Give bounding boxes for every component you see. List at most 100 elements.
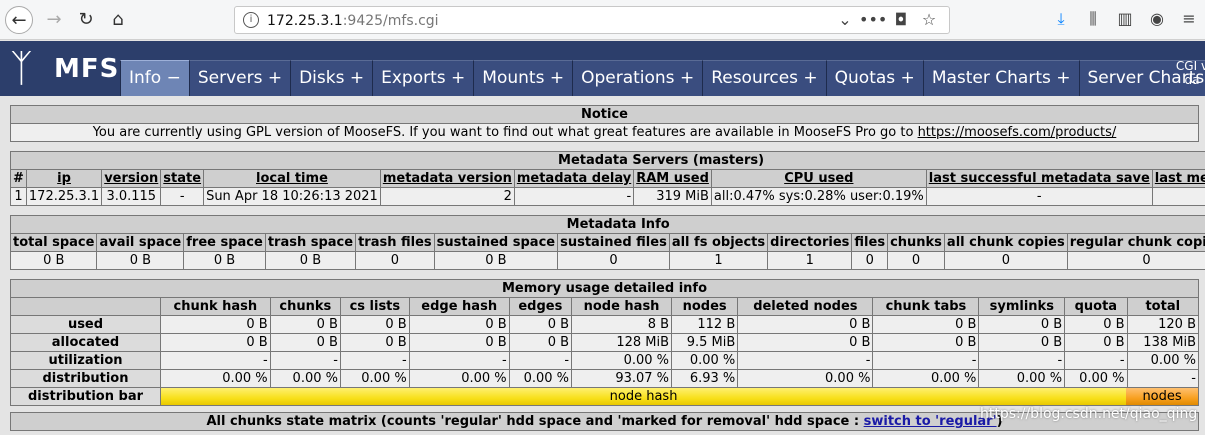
memory-header: total <box>1126 297 1200 316</box>
memory-cell: 0 B <box>1064 333 1128 352</box>
metadata-servers-table: Metadata Servers (masters) # ip version sta… <box>10 151 1205 206</box>
memory-cell: - <box>339 351 410 370</box>
metadata-info-header: trash space <box>264 233 357 252</box>
menu-item-info[interactable]: Info − <box>120 60 189 96</box>
metadata-info-header: all fs objects <box>668 233 769 252</box>
home-icon[interactable]: ⌂ <box>112 9 124 30</box>
memory-cell: 6.93 % <box>671 369 739 388</box>
download-icon[interactable]: ⤓ <box>1057 9 1065 28</box>
browser-toolbar: ← → ↻ ⌂ i 172.25.3.1:9425/mfs.cgi ⌄ ••• ◘ ☆… <box>0 0 1205 40</box>
metadata-info-cell: 0 B <box>433 251 559 270</box>
metadata-info-header: avail space <box>96 233 185 252</box>
memory-cell: 0.00 % <box>1126 351 1200 370</box>
memory-header: chunk hash <box>160 297 271 316</box>
metadata-info-header: sustained space <box>433 233 559 252</box>
switch-to-regular-link[interactable]: switch to 'regular' <box>863 414 997 429</box>
chunks-matrix-table: All chunks state matrix (counts 'regular… <box>10 412 1199 431</box>
memory-cell: 0.00 % <box>978 369 1066 388</box>
memory-cell: 0 B <box>160 315 271 334</box>
account-icon[interactable]: ◉ <box>1150 9 1164 28</box>
masters-cell: - <box>925 187 1153 206</box>
masters-header[interactable]: last metadata save d <box>1151 169 1205 188</box>
memory-cell: - <box>978 351 1066 370</box>
memory-row-distribution: distribution 0.00 % 0.00 % 0.00 % 0.00 % 0.00… <box>10 369 1200 388</box>
memory-row-label: distribution bar <box>10 387 161 406</box>
bookmark-star-icon[interactable]: ☆ <box>921 10 937 29</box>
moose-icon: ᛉ <box>10 46 33 90</box>
memory-cell: 112 B <box>671 315 739 334</box>
forward-arrow-icon[interactable]: → <box>46 9 62 30</box>
memory-cell: 138 MiB <box>1126 333 1200 352</box>
masters-header[interactable]: RAM used <box>633 169 712 188</box>
menu-item-server-charts[interactable]: Server Charts + <box>1078 60 1205 96</box>
menu-item-mounts[interactable]: Mounts + <box>473 60 573 96</box>
memory-cell: 0.00 % <box>671 351 739 370</box>
memory-cell: - <box>1126 369 1200 388</box>
metadata-info-cell: 0 B <box>96 251 185 270</box>
masters-cell: 1 <box>10 187 27 206</box>
hamburger-menu-icon[interactable]: ≡ <box>1182 9 1196 28</box>
distribution-bar: node hash nodes <box>160 387 1199 406</box>
masters-header[interactable]: CPU used <box>710 169 927 188</box>
pocket-icon[interactable]: ◘ <box>894 10 908 29</box>
masters-header[interactable]: state <box>160 169 205 188</box>
memory-cell: - <box>872 351 980 370</box>
reload-icon[interactable]: ↻ <box>78 9 94 30</box>
masters-header[interactable]: last successful metadata save <box>925 169 1153 188</box>
memory-cell: 0.00 % <box>872 369 980 388</box>
memory-cell: 0 B <box>408 333 510 352</box>
metadata-info-header: directories <box>767 233 853 252</box>
library-icon[interactable]: ⫼ <box>1089 9 1097 28</box>
masters-header[interactable]: metadata version <box>379 169 515 188</box>
menu-item-servers[interactable]: Servers + <box>188 60 291 96</box>
memory-cell: 0 B <box>269 333 341 352</box>
menu-item-exports[interactable]: Exports + <box>372 60 474 96</box>
memory-cell: 0.00 % <box>160 369 271 388</box>
masters-header[interactable]: metadata delay <box>513 169 635 188</box>
memory-cell: - <box>269 351 341 370</box>
memory-row-label: utilization <box>10 351 161 370</box>
info-icon[interactable]: i <box>243 12 259 28</box>
menu-item-master-charts[interactable]: Master Charts + <box>922 60 1079 96</box>
sidebar-icon[interactable]: ▥ <box>1117 9 1133 28</box>
menu-item-quotas[interactable]: Quotas + <box>825 60 923 96</box>
masters-cell: 3.0.115 <box>101 187 162 206</box>
memory-header: nodes <box>671 297 739 316</box>
masters-header[interactable]: ip <box>25 169 103 188</box>
masters-cell: - <box>160 187 205 206</box>
memory-cell: 0 B <box>1064 315 1128 334</box>
menu-item-operations[interactable]: Operations + <box>572 60 703 96</box>
masters-cell: 2 <box>379 187 515 206</box>
address-bar[interactable]: i 172.25.3.1:9425/mfs.cgi ⌄ ••• ◘ ☆ <box>234 6 950 34</box>
distribution-segment-nodes: nodes <box>1126 388 1198 405</box>
memory-cell: 0 B <box>737 333 874 352</box>
masters-header[interactable]: local time <box>203 169 381 188</box>
memory-cell: 0 B <box>978 333 1066 352</box>
chevron-down-icon[interactable]: ⌄ <box>838 10 852 29</box>
main-menu: Info − Servers + Disks + Exports + Mounts + O… <box>120 60 1205 96</box>
memory-header: edge hash <box>408 297 510 316</box>
memory-cell: 93.07 % <box>571 369 673 388</box>
memory-header: symlinks <box>978 297 1066 316</box>
metadata-info-cell: 0 <box>557 251 670 270</box>
logo-text: MFS <box>54 54 120 84</box>
masters-header[interactable]: version <box>101 169 162 188</box>
memory-cell: - <box>508 351 573 370</box>
more-dots-icon[interactable]: ••• <box>859 10 888 29</box>
metadata-info-cell: 0 <box>851 251 889 270</box>
menu-item-resources[interactable]: Resources + <box>702 60 826 96</box>
memory-usage-table: Memory usage detailed info chunk hash chu… <box>10 279 1200 406</box>
metadata-info-cell: 0 <box>355 251 435 270</box>
back-arrow-icon[interactable]: ← <box>5 6 33 34</box>
moosefs-products-link[interactable]: https://moosefs.com/products/ <box>917 125 1117 140</box>
metadata-info-header: all chunk copies <box>943 233 1068 252</box>
masters-cell: Sun Apr 18 10:26:13 2021 <box>203 187 381 206</box>
url-text[interactable]: 172.25.3.1:9425/mfs.cgi <box>267 13 439 29</box>
memory-cell: 8 B <box>571 315 673 334</box>
memory-cell: 0 B <box>339 315 410 334</box>
cgi-version: CGI v da <box>1175 59 1205 87</box>
memory-header: quota <box>1064 297 1128 316</box>
memory-header: edges <box>508 297 573 316</box>
menu-item-disks[interactable]: Disks + <box>290 60 373 96</box>
